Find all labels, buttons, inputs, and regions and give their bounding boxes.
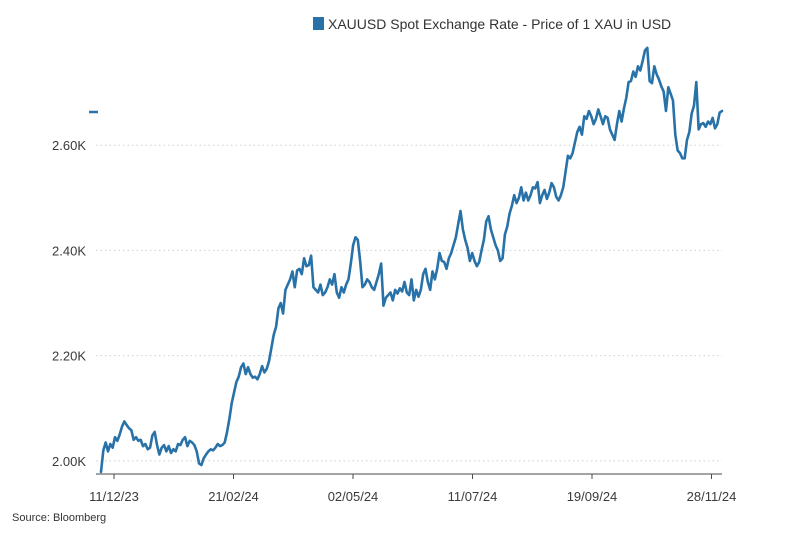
y-axis-tick-labels: 2.00K 2.20K 2.40K 2.60K <box>52 138 86 469</box>
y-tick-label: 2.40K <box>52 243 86 258</box>
x-axis-ticks: 11/12/23 21/02/24 02/05/24 11/07/24 19/09/24… <box>89 474 736 504</box>
x-tick-label: 11/07/24 <box>448 489 498 504</box>
legend: XAUUSD Spot Exchange Rate - Price of 1 X… <box>313 16 671 32</box>
y-tick-label: 2.60K <box>52 138 86 153</box>
y-tick-label: 2.00K <box>52 454 86 469</box>
source-note: Source: Bloomberg <box>12 512 106 524</box>
gridlines <box>96 144 722 462</box>
x-tick-label: 02/05/24 <box>328 489 379 504</box>
x-tick-label: 21/02/24 <box>208 489 259 504</box>
legend-label: XAUUSD Spot Exchange Rate - Price of 1 X… <box>328 16 671 32</box>
y-tick-label: 2.20K <box>52 349 86 364</box>
series-line-xauusd <box>99 46 724 474</box>
x-tick-label: 11/12/23 <box>89 489 139 504</box>
x-tick-label: 19/09/24 <box>567 489 618 504</box>
x-tick-label: 28/11/24 <box>687 489 737 504</box>
legend-swatch <box>313 17 324 30</box>
